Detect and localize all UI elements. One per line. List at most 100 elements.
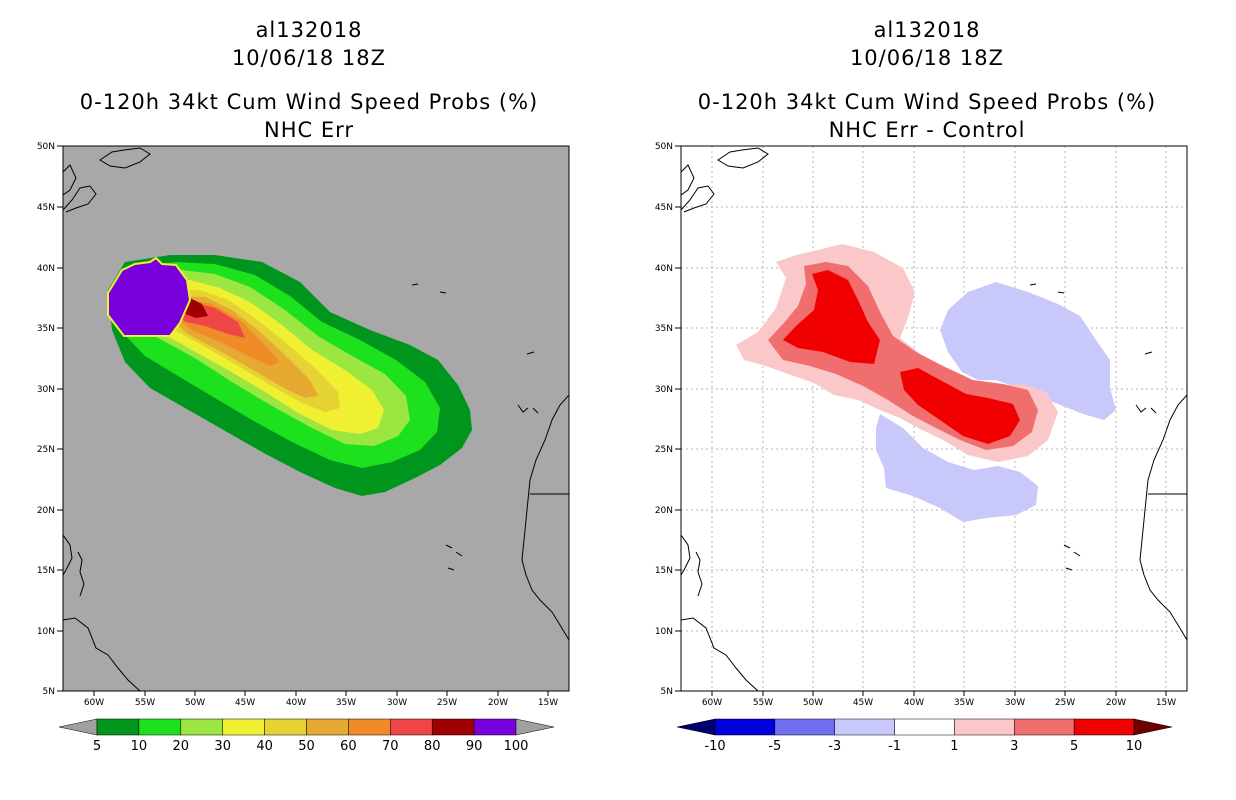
colorbar-upper-cap <box>1133 718 1173 736</box>
lon-label: 55W <box>135 698 155 708</box>
subtitle: NHC Err - Control <box>828 118 1026 142</box>
lat-label: 25N <box>37 445 55 455</box>
colorbar-label: 3 <box>1010 739 1018 754</box>
colorbar-swatch <box>1014 718 1075 736</box>
colorbar-swatch <box>473 718 517 736</box>
lat-label: 40N <box>655 264 673 274</box>
storm-id: al132018 <box>873 18 981 42</box>
lat-label: 30N <box>37 385 55 395</box>
contour-100 <box>107 256 192 337</box>
probability-contours <box>63 147 569 691</box>
lon-label: 35W <box>954 698 974 708</box>
lat-label: 35N <box>655 324 673 334</box>
lat-label: 50N <box>37 142 55 152</box>
contour-negative-1 <box>940 282 1116 420</box>
lat-label: 40N <box>37 264 55 274</box>
colorbar-swatch <box>834 718 895 736</box>
lon-label: 55W <box>753 698 773 708</box>
contour-positive-5 <box>783 270 880 364</box>
colorbar-label: 10 <box>131 739 148 754</box>
colorbar-label: 80 <box>424 739 441 754</box>
datetime: 10/06/18 18Z <box>849 46 1005 70</box>
contour-positive-5 <box>900 368 1020 444</box>
lon-label: 35W <box>336 698 356 708</box>
colorbar-label: 100 <box>504 739 529 754</box>
contour-negative-1 <box>876 414 1038 522</box>
lat-label: 10N <box>37 627 55 637</box>
lat-axis: 50N 45N 40N 35N 30N 25N 20N 15N 10N 5N <box>37 142 63 697</box>
lat-label: 45N <box>655 203 673 213</box>
colorbar-label: -3 <box>828 739 841 754</box>
lon-label: 45W <box>853 698 873 708</box>
lon-axis: 60W 55W 50W 45W 40W 35W 30W 25W 20W 15W <box>84 691 558 708</box>
colorbar-label: 60 <box>340 739 357 754</box>
colorbar-swatch <box>306 718 349 736</box>
colorbar-swatch <box>954 718 1015 736</box>
panel-nhc-err: al132018 10/06/18 18Z 0-120h 34kt Cum Wi… <box>37 18 570 754</box>
colorbar-swatch <box>222 718 265 736</box>
colorbar-swatch <box>714 718 776 736</box>
colorbar-swatch <box>180 718 223 736</box>
colorbar-swatch <box>348 718 391 736</box>
lat-axis: 50N 45N 40N 35N 30N 25N 20N 15N 10N 5N <box>655 142 681 697</box>
lon-label: 60W <box>84 698 104 708</box>
lat-label: 10N <box>655 627 673 637</box>
colorbar-label: 40 <box>256 739 273 754</box>
colorbar-swatch <box>96 718 140 736</box>
colorbar-swatch <box>1073 718 1135 736</box>
lon-label: 40W <box>904 698 924 708</box>
product-title: 0-120h 34kt Cum Wind Speed Probs (%) <box>79 90 539 114</box>
lon-label: 20W <box>488 698 508 708</box>
coastlines <box>681 147 1187 691</box>
lon-axis: 60W 55W 50W 45W 40W 35W 30W 25W 20W 15W <box>702 691 1176 708</box>
colorbar-lower-cap <box>58 718 98 736</box>
colorbar-label: 50 <box>298 739 315 754</box>
lon-label: 15W <box>1156 698 1176 708</box>
colorbar-swatch <box>264 718 307 736</box>
lon-label: 25W <box>437 698 457 708</box>
lon-label: 30W <box>387 698 407 708</box>
lat-label: 15N <box>37 566 55 576</box>
colorbar-probs: 5 10 20 30 40 50 60 70 80 90 100 <box>58 718 555 754</box>
colorbar-label: -10 <box>704 739 725 754</box>
panel-nhc-err-minus-control: al132018 10/06/18 18Z 0-120h 34kt Cum Wi… <box>618 0 1236 800</box>
colorbar-swatch <box>390 718 433 736</box>
lon-label: 15W <box>538 698 558 708</box>
lat-label: 50N <box>655 142 673 152</box>
lon-label: 50W <box>803 698 823 708</box>
lon-label: 30W <box>1005 698 1025 708</box>
lon-label: 60W <box>702 698 722 708</box>
lon-label: 40W <box>286 698 306 708</box>
colorbar-swatch <box>138 718 182 736</box>
colorbar-label: 20 <box>173 739 190 754</box>
colorbar-label: 70 <box>382 739 399 754</box>
lon-label: 20W <box>1106 698 1126 708</box>
colorbar-label: 90 <box>466 739 483 754</box>
lat-label: 20N <box>655 506 673 516</box>
lat-label: 30N <box>655 385 673 395</box>
lat-label: 25N <box>655 445 673 455</box>
colorbar-swatch <box>894 718 955 736</box>
lat-label: 20N <box>37 506 55 516</box>
colorbar-swatch <box>431 718 475 736</box>
datetime: 10/06/18 18Z <box>231 46 387 70</box>
colorbar-label: 30 <box>214 739 231 754</box>
map-svg: 50N 45N 40N 35N 30N 25N 20N 15N 10N 5N 6… <box>655 142 1188 754</box>
colorbar-label: 10 <box>1126 739 1143 754</box>
lat-label: 5N <box>43 687 55 697</box>
colorbar-label: 5 <box>1070 739 1078 754</box>
colorbar-swatch <box>774 718 835 736</box>
lat-label: 15N <box>655 566 673 576</box>
lon-label: 25W <box>1055 698 1075 708</box>
lat-label: 45N <box>37 203 55 213</box>
difference-contours <box>736 244 1116 522</box>
product-title: 0-120h 34kt Cum Wind Speed Probs (%) <box>697 90 1157 114</box>
lon-label: 50W <box>185 698 205 708</box>
colorbar-label: 1 <box>950 739 958 754</box>
coastlines <box>63 147 569 691</box>
storm-id: al132018 <box>255 18 363 42</box>
colorbar-difference: -10 -5 -3 -1 1 3 5 10 <box>676 718 1173 754</box>
colorbar-label: -5 <box>768 739 781 754</box>
colorbar-upper-cap <box>515 718 555 736</box>
lon-label: 45W <box>235 698 255 708</box>
